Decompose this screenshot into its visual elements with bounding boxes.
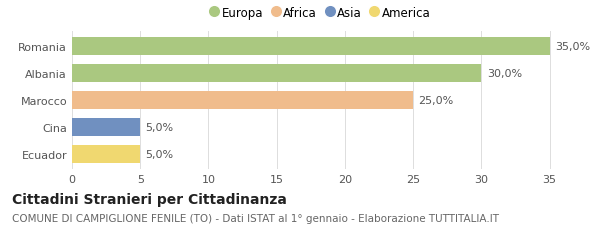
Text: 5,0%: 5,0%: [146, 123, 174, 133]
Text: 35,0%: 35,0%: [555, 42, 590, 52]
Text: 25,0%: 25,0%: [419, 96, 454, 106]
Bar: [72, 146, 140, 163]
Legend: Europa, Africa, Asia, America: Europa, Africa, Asia, America: [208, 3, 434, 23]
Bar: [72, 92, 413, 109]
Bar: [72, 38, 550, 56]
Text: 5,0%: 5,0%: [146, 150, 174, 159]
Bar: [72, 65, 481, 83]
Text: COMUNE DI CAMPIGLIONE FENILE (TO) - Dati ISTAT al 1° gennaio - Elaborazione TUTT: COMUNE DI CAMPIGLIONE FENILE (TO) - Dati…: [12, 213, 499, 223]
Bar: [72, 119, 140, 136]
Text: Cittadini Stranieri per Cittadinanza: Cittadini Stranieri per Cittadinanza: [12, 192, 287, 206]
Text: 30,0%: 30,0%: [487, 69, 522, 79]
